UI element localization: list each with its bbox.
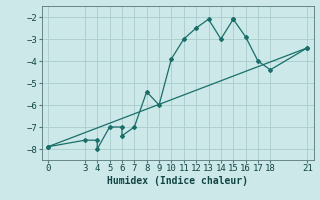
X-axis label: Humidex (Indice chaleur): Humidex (Indice chaleur) [107,176,248,186]
